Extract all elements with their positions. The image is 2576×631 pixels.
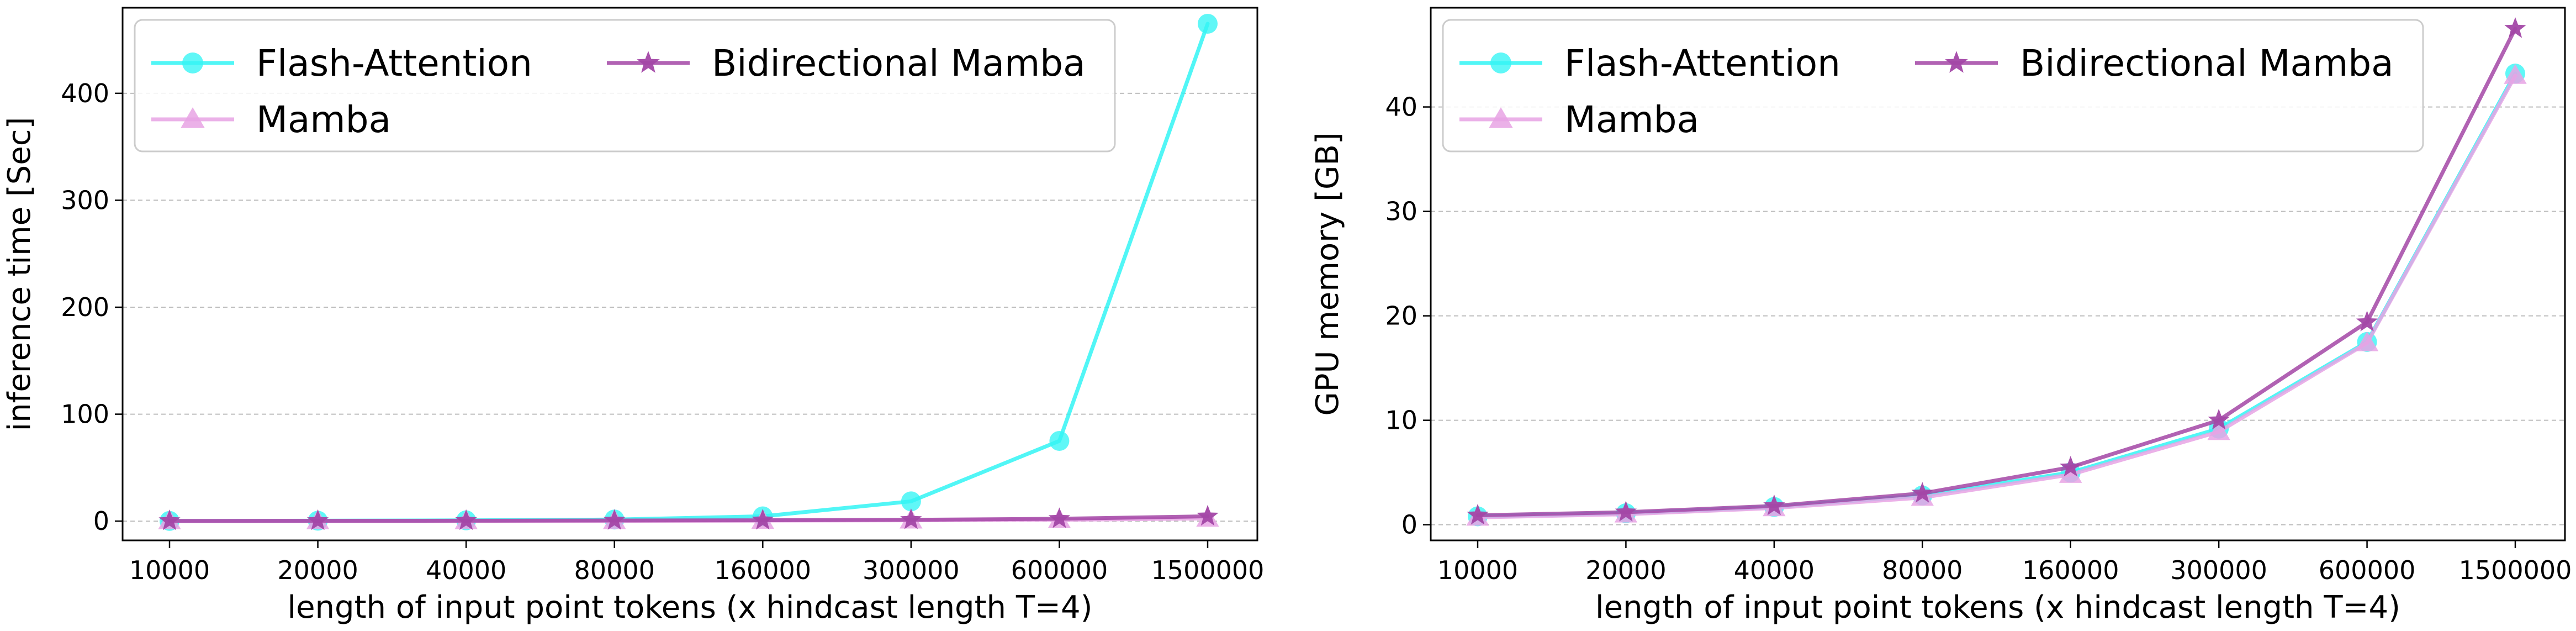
x-tick-label: 80000 xyxy=(1882,555,1963,585)
x-tick-label: 10000 xyxy=(129,555,210,585)
series-bidirectional-mamba xyxy=(158,504,1219,530)
legend-label: Flash-Attention xyxy=(1564,42,1840,85)
x-tick-label: 20000 xyxy=(277,555,358,585)
legend-marker xyxy=(1489,107,1513,128)
legend-entry: Mamba xyxy=(1459,98,1699,141)
legend-entry: Mamba xyxy=(151,98,391,141)
x-tick-label: 300000 xyxy=(2170,555,2267,585)
y-tick-label: 10 xyxy=(1385,406,1417,435)
legend-box xyxy=(134,19,1116,153)
data-point xyxy=(2060,456,2082,477)
legend: Flash-Attention Mamba Bidirectional Mamba xyxy=(1442,19,2424,153)
series-line xyxy=(1475,73,2517,519)
legend-label: Mamba xyxy=(1564,98,1699,141)
x-tick-label: 40000 xyxy=(1734,555,1815,585)
x-tick-label: 20000 xyxy=(1585,555,1666,585)
data-point xyxy=(900,508,922,529)
data-point xyxy=(1467,503,1489,525)
x-tick-label: 40000 xyxy=(426,555,506,585)
legend-marker xyxy=(182,52,203,73)
legend-label: Bidirectional Mamba xyxy=(2020,42,2394,85)
data-point xyxy=(1763,494,1785,516)
y-axis-title: inference time [Sec] xyxy=(2,117,38,432)
legend: Flash-Attention Mamba Bidirectional Mamba xyxy=(134,19,1116,153)
legend-marker xyxy=(1490,52,1511,73)
x-tick-label: 160000 xyxy=(714,555,811,585)
data-point xyxy=(752,508,774,530)
legend-label: Bidirectional Mamba xyxy=(712,42,1086,85)
legend-marker xyxy=(181,107,205,128)
legend-marker xyxy=(1945,51,1968,73)
legend-entry: Flash-Attention xyxy=(151,42,532,85)
plot-frame xyxy=(1430,7,2566,541)
data-point xyxy=(2208,408,2230,430)
y-tick-label: 0 xyxy=(1401,510,1417,540)
legend-entry: Bidirectional Mamba xyxy=(607,42,1086,85)
legend-label: Flash-Attention xyxy=(256,42,532,85)
data-point xyxy=(158,509,181,530)
legend-box xyxy=(1442,19,2424,153)
data-point xyxy=(2504,64,2527,84)
x-tick-label: 1500000 xyxy=(1151,555,1265,585)
data-point xyxy=(901,491,921,512)
x-tick-label: 600000 xyxy=(2319,555,2416,585)
y-tick-label: 40 xyxy=(1385,92,1417,122)
x-axis-title: length of input point tokens (x hindcast… xyxy=(1595,590,2400,625)
y-tick-label: 100 xyxy=(61,399,109,429)
chart-panel-2: 0 10 20 30 40 10000 20000 40000 80000 160000 30000… xyxy=(1310,7,2572,625)
data-point xyxy=(1049,430,1070,451)
x-tick-label: 300000 xyxy=(863,555,960,585)
legend-entry: Bidirectional Mamba xyxy=(1915,42,2394,85)
chart-panel-1: 0 100 200 300 400 10000 20000 40000 80000 160000 3… xyxy=(2,7,1265,625)
data-point xyxy=(1911,482,1933,503)
legend-entry: Flash-Attention xyxy=(1459,42,1840,85)
x-tick-label: 10000 xyxy=(1437,555,1518,585)
series-line xyxy=(1475,27,2517,518)
data-point xyxy=(2059,463,2082,483)
x-tick-label: 80000 xyxy=(574,555,655,585)
data-point xyxy=(2356,311,2378,332)
data-point xyxy=(1615,501,1637,522)
y-tick-label: 400 xyxy=(61,78,109,108)
data-point xyxy=(2355,332,2379,351)
x-axis-title: length of input point tokens (x hindcast… xyxy=(288,590,1093,625)
y-tick-label: 20 xyxy=(1385,301,1417,331)
data-point xyxy=(1048,507,1071,528)
y-tick-label: 200 xyxy=(61,292,109,322)
x-tick-label: 160000 xyxy=(2022,555,2119,585)
series-bidirectional-mamba xyxy=(1467,17,2526,525)
x-tick-label: 600000 xyxy=(1011,555,1108,585)
data-point xyxy=(1198,14,1218,34)
plot-frame xyxy=(121,7,1258,541)
legend-marker xyxy=(637,51,660,73)
y-tick-label: 0 xyxy=(93,506,109,536)
data-point xyxy=(306,509,329,530)
y-tick-label: 30 xyxy=(1385,197,1417,227)
data-point xyxy=(2207,420,2230,440)
data-point xyxy=(1197,504,1219,526)
data-point xyxy=(2504,17,2526,38)
series-line xyxy=(167,514,1210,523)
y-axis-title: GPU memory [GB] xyxy=(1310,132,1346,416)
y-tick-label: 300 xyxy=(61,185,109,215)
legend-label: Mamba xyxy=(256,98,391,141)
data-point xyxy=(604,509,626,530)
data-point xyxy=(455,509,477,530)
x-tick-label: 1500000 xyxy=(2459,555,2572,585)
